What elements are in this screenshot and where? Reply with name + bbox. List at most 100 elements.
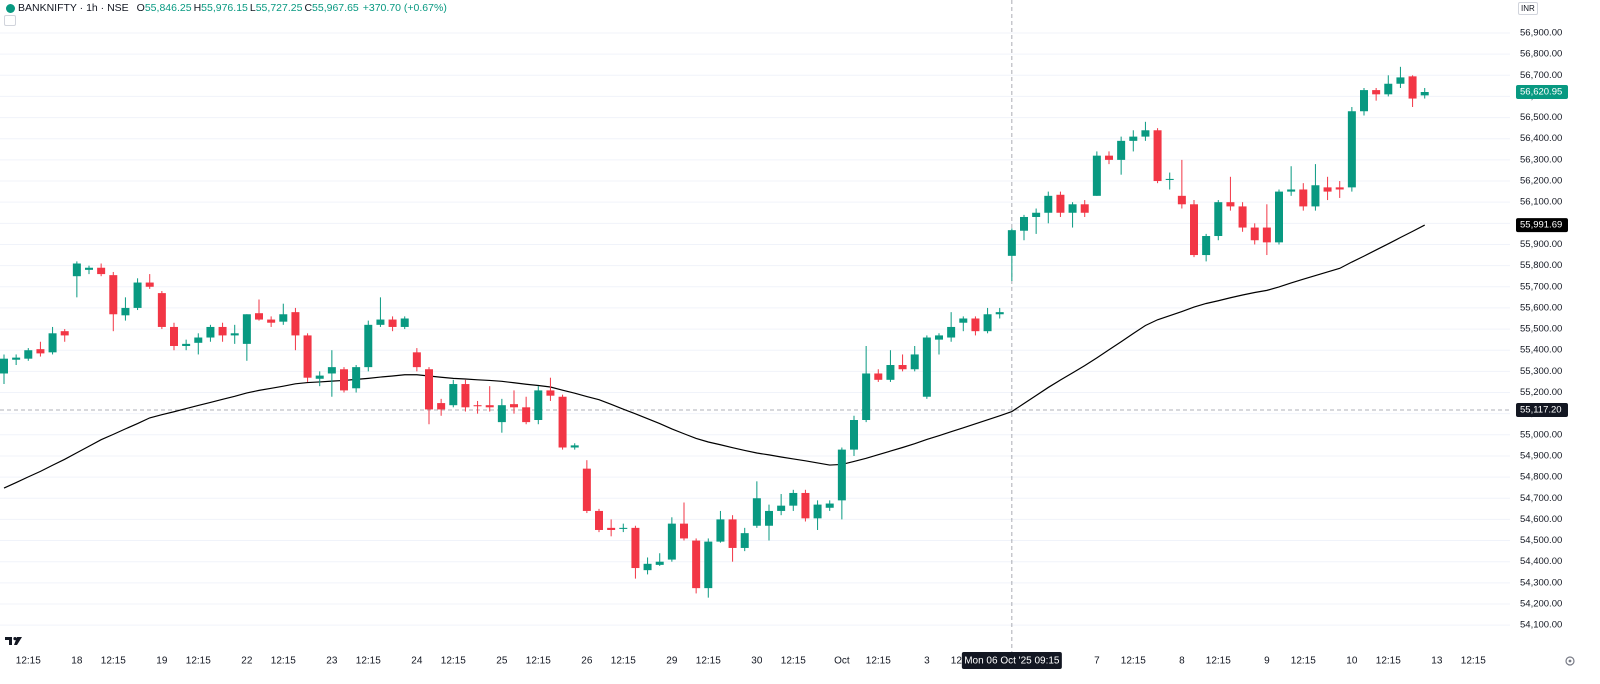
- price-tag-label: 55,991.69: [1520, 220, 1562, 231]
- candle-body: [607, 527, 616, 530]
- candle-body: [959, 318, 968, 323]
- moving-average: [3, 224, 1425, 489]
- candle-body: [582, 468, 591, 511]
- candle-body: [1287, 189, 1296, 192]
- candle-body: [400, 318, 409, 327]
- y-tick-label: 55,400.00: [1520, 345, 1562, 356]
- x-tick-label: 13: [1431, 656, 1443, 667]
- candle-body: [801, 492, 810, 519]
- x-tick-label: 25: [496, 656, 508, 667]
- y-tick-label: 55,500.00: [1520, 324, 1562, 335]
- y-tick-label: 56,300.00: [1520, 154, 1562, 165]
- x-tick-label: 8: [1179, 656, 1185, 667]
- candle-body: [97, 267, 106, 275]
- candle-body: [813, 504, 822, 519]
- candle-body: [1092, 155, 1101, 196]
- candle-body: [388, 319, 397, 327]
- y-tick-label: 54,400.00: [1520, 556, 1562, 567]
- candle-body: [1068, 204, 1077, 213]
- candle-body: [412, 352, 421, 368]
- candle-body: [534, 390, 543, 421]
- candle-body: [255, 313, 263, 320]
- candle-body: [48, 333, 57, 353]
- y-tick-label: 56,400.00: [1520, 133, 1562, 144]
- candle-body: [862, 373, 871, 421]
- candle-body: [1080, 204, 1089, 213]
- candle-body: [692, 540, 701, 589]
- price-tag: [1516, 85, 1568, 100]
- candle-body: [922, 337, 931, 397]
- ohlc-label: O: [136, 2, 145, 14]
- y-tick-label: 55,000.00: [1520, 429, 1562, 440]
- y-tick-label: 56,900.00: [1520, 28, 1562, 39]
- candle-body: [242, 314, 251, 344]
- candle-body: [874, 373, 883, 380]
- candle-body: [765, 510, 773, 526]
- symbol[interactable]: BANKNIFTY · 1h · NSE: [18, 2, 129, 14]
- candle-body: [1335, 187, 1344, 190]
- candle-body: [777, 505, 786, 511]
- y-tick-label: 54,800.00: [1520, 472, 1562, 483]
- candle-body: [510, 404, 518, 408]
- candle-body: [1226, 202, 1235, 207]
- tv-logo: [5, 637, 22, 645]
- x-tick-label: 22: [241, 656, 253, 667]
- candle-body: [740, 533, 749, 548]
- x-tick-label: 18: [71, 656, 83, 667]
- candle-body: [983, 314, 992, 332]
- candle-body: [1129, 136, 1138, 141]
- candle-body: [667, 523, 676, 560]
- crosshair-x-box: [961, 652, 1062, 669]
- y-tick-label: 54,700.00: [1520, 493, 1562, 504]
- x-tick-label: 12:15: [781, 656, 806, 667]
- candle-body: [1032, 212, 1041, 217]
- y-tick-label: 54,100.00: [1520, 620, 1562, 631]
- candle-body: [1384, 83, 1393, 95]
- settings-icon[interactable]: [1565, 656, 1575, 666]
- x-tick-label: 9: [1264, 656, 1270, 667]
- candle-body: [315, 375, 324, 379]
- change: +370.70 (+0.67%): [362, 2, 447, 14]
- y-tick-label: 54,500.00: [1520, 535, 1562, 546]
- candle-body: [631, 527, 640, 569]
- x-tick-label: 12:15: [611, 656, 636, 667]
- x-tick-label: 12:15: [866, 656, 891, 667]
- currency[interactable]: INR: [1518, 2, 1538, 15]
- candle-body: [1408, 76, 1417, 99]
- candle-body: [24, 350, 33, 359]
- y-tick-label: 54,300.00: [1520, 577, 1562, 588]
- candle-body: [716, 519, 725, 542]
- candle-body: [1020, 216, 1028, 231]
- y-tick-label: 55,900.00: [1520, 239, 1562, 250]
- x-tick-label: 12:15: [1291, 656, 1316, 667]
- candle-body: [595, 510, 603, 530]
- x-tick-label: 19: [156, 656, 168, 667]
- candle-body: [898, 365, 907, 370]
- candle-body: [449, 384, 458, 406]
- candle-body: [364, 324, 373, 368]
- collapse-button[interactable]: [4, 15, 16, 26]
- candle-body: [1117, 140, 1126, 160]
- candle-body: [485, 405, 494, 408]
- candle-body: [291, 312, 300, 336]
- price-tag: [1516, 218, 1568, 233]
- candle-body: [1262, 227, 1271, 243]
- x-tick-label: 10: [1346, 656, 1358, 667]
- y-tick-label: 54,900.00: [1520, 450, 1562, 461]
- x-tick-label: 29: [666, 656, 678, 667]
- ohlc-value: 55,727.25: [255, 2, 303, 14]
- ohlc-label: C: [304, 2, 313, 14]
- ohlc-value: 55,976.15: [201, 2, 248, 14]
- candle-body: [1250, 227, 1259, 241]
- candle-body: [473, 405, 482, 407]
- candle-body: [1214, 202, 1223, 237]
- candle-body: [837, 449, 846, 501]
- candle-body: [1347, 111, 1356, 188]
- plot: [0, 0, 1510, 652]
- candle-body: [303, 335, 312, 378]
- x-tick-label: 7: [1094, 656, 1100, 667]
- candle-body: [619, 527, 628, 529]
- x-tick-label: 30: [751, 656, 763, 667]
